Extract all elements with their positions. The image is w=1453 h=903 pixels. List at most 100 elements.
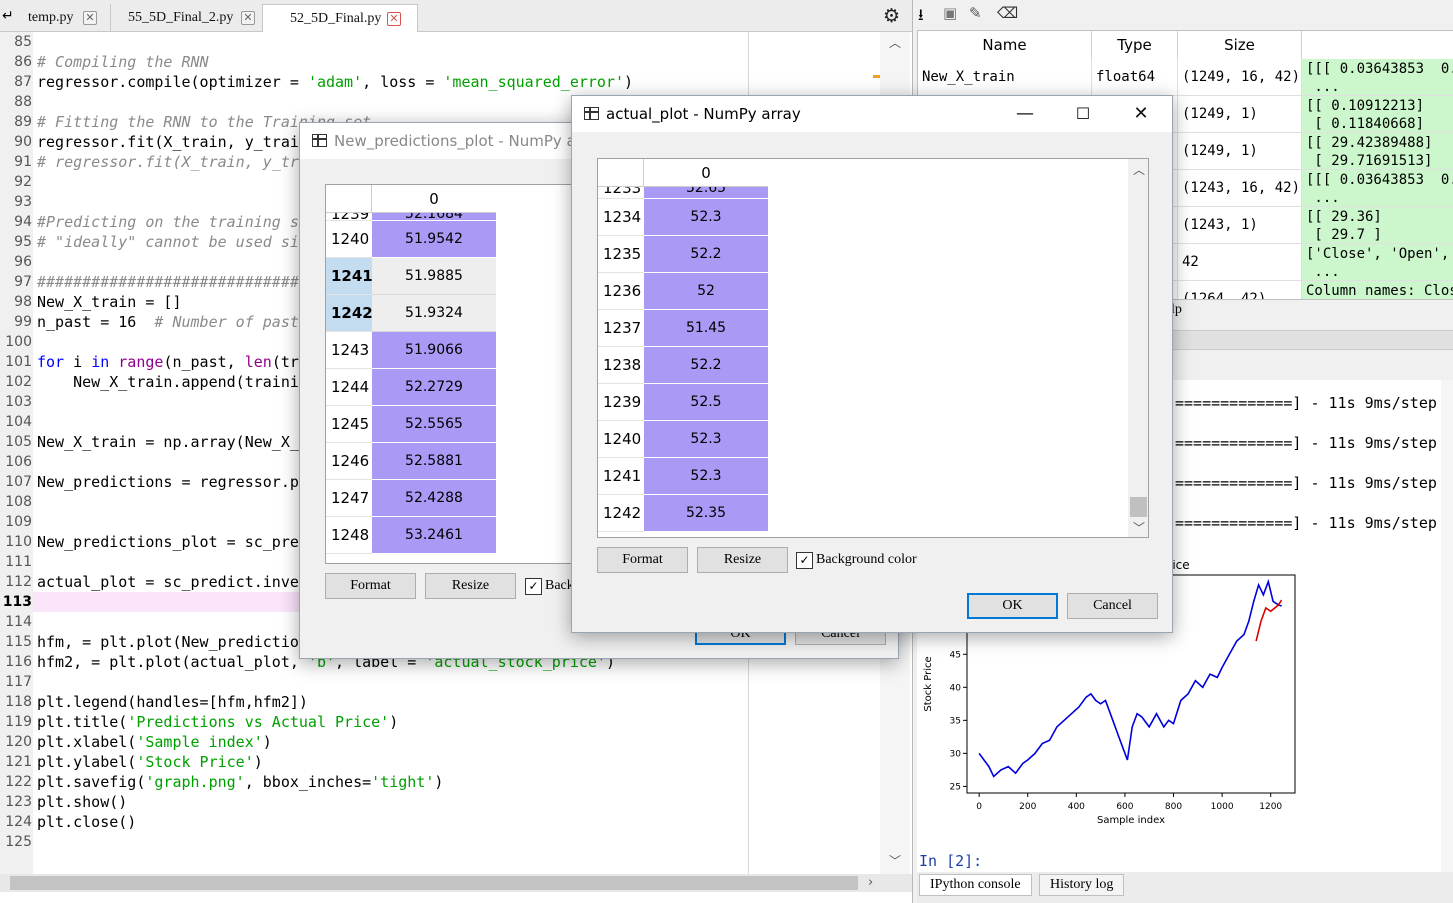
row-index[interactable]: 1247 [326, 480, 372, 517]
code-line[interactable]: hfm, = plt.plot(New_predictio [37, 632, 299, 652]
array-cell[interactable]: 52.5881 [372, 443, 496, 480]
array-cell[interactable]: 51.9066 [372, 332, 496, 369]
help-tab-fragment[interactable]: lp [1171, 302, 1182, 317]
eraser-icon[interactable]: ⌫ [997, 4, 1019, 22]
array-table[interactable]: 0 1233 52.65 1234 52.3 1235 52.2 1236 52 1237 51.… [597, 158, 1149, 538]
code-line[interactable]: plt.show() [37, 792, 127, 812]
scroll-down-icon[interactable]: ﹀ [1133, 521, 1146, 535]
array-cell[interactable]: 52.3 [644, 421, 768, 458]
row-index[interactable]: 1241 [598, 458, 644, 495]
row-index[interactable]: 1238 [598, 347, 644, 384]
tab-ipython-console[interactable]: IPython console [919, 874, 1032, 896]
row-index[interactable]: 1236 [598, 273, 644, 310]
code-line[interactable]: # regressor.fit(X_train, y_tr [37, 152, 299, 172]
row-index[interactable]: 1244 [326, 369, 372, 406]
tab-list-icon[interactable]: ↵ [2, 8, 14, 24]
array-cell[interactable]: 52.65 [644, 187, 768, 199]
array-cell[interactable]: 52.2729 [372, 369, 496, 406]
variable-type[interactable]: float64 [1092, 59, 1178, 96]
code-line[interactable]: n_past = 16 # Number of past [37, 312, 299, 332]
tab-52-5d-final[interactable]: 52_5D_Final.py ✕ [262, 4, 418, 32]
column-header[interactable]: 0 [644, 159, 768, 187]
code-line[interactable]: plt.savefig('graph.png', bbox_inches='ti… [37, 772, 443, 792]
row-index[interactable]: 1240 [598, 421, 644, 458]
code-line[interactable]: regressor.fit(X_train, y_train [37, 132, 308, 152]
row-index[interactable]: 1237 [598, 310, 644, 347]
code-line[interactable]: actual_plot = sc_predict.inve [37, 572, 299, 592]
save-data-icon[interactable]: ▣ [943, 4, 958, 22]
array-cell[interactable]: 51.45 [644, 310, 768, 347]
array-cell[interactable]: 51.9885 [372, 258, 496, 295]
import-data-icon[interactable]: ⭳ [918, 5, 924, 24]
close-icon[interactable]: ✕ [1133, 103, 1149, 124]
code-line[interactable]: New_X_train = np.array(New_X_t [37, 432, 308, 452]
array-cell[interactable]: 52.5 [644, 384, 768, 421]
code-line[interactable]: New_X_train = [] [37, 292, 182, 312]
ok-button[interactable]: OK [967, 593, 1058, 619]
console-scrollbar[interactable] [1441, 380, 1453, 872]
column-header[interactable]: 0 [372, 185, 496, 213]
array-cell[interactable]: 52.3 [644, 458, 768, 495]
row-index[interactable]: 1242 [598, 495, 644, 532]
variable-size[interactable]: (1249, 1) [1178, 96, 1302, 133]
variable-size[interactable]: (1249, 16, 42) [1178, 59, 1302, 96]
code-line[interactable]: for i in range(n_past, len(tra [37, 352, 308, 372]
code-line[interactable]: plt.close() [37, 812, 136, 832]
tab-temp-py[interactable]: temp.py ✕ [1, 4, 111, 32]
array-cell[interactable]: 52.3 [644, 199, 768, 236]
array-cell[interactable]: 51.9324 [372, 295, 496, 332]
scroll-thumb[interactable] [10, 876, 858, 890]
code-line[interactable]: plt.xlabel('Sample index') [37, 732, 272, 752]
variable-size[interactable]: (1243, 1) [1178, 207, 1302, 244]
format-button[interactable]: Format [325, 573, 416, 599]
row-index[interactable]: 1245 [326, 406, 372, 443]
variable-value[interactable]: [[ 29.36] [ 29.7 ] [1302, 207, 1453, 244]
code-line[interactable]: # "ideally" cannot be used si [37, 232, 299, 252]
array-cell[interactable]: 51.9542 [372, 221, 496, 258]
code-line[interactable]: ################################ [37, 272, 326, 292]
code-line[interactable]: plt.title('Predictions vs Actual Price') [37, 712, 398, 732]
scroll-down-icon[interactable]: ﹀ [889, 854, 902, 868]
code-line[interactable]: #Predicting on the training s [37, 212, 299, 232]
array-cell[interactable]: 52.1684 [372, 213, 496, 221]
column-header-size[interactable]: Size [1178, 31, 1302, 59]
variable-value[interactable]: [[ 29.42389488] [ 29.71691513] [1302, 133, 1453, 170]
code-line[interactable]: # Compiling the RNN [37, 52, 209, 72]
row-index[interactable]: 1240 [326, 221, 372, 258]
array-cell[interactable]: 52.35 [644, 495, 768, 532]
array-cell[interactable]: 52.4288 [372, 480, 496, 517]
array-cell[interactable]: 53.2461 [372, 517, 496, 554]
row-index[interactable]: 1239 [598, 384, 644, 421]
array-cell[interactable]: 52.2 [644, 347, 768, 384]
row-index[interactable]: 1246 [326, 443, 372, 480]
code-line[interactable]: New_predictions = regressor.p [37, 472, 299, 492]
row-index[interactable]: 1242 [326, 295, 372, 332]
column-header-name[interactable]: Name [918, 31, 1092, 59]
code-line[interactable]: New_X_train.append(traini [37, 372, 299, 392]
background-color-checkbox[interactable]: Back [525, 577, 574, 595]
row-index[interactable]: 1233 [598, 187, 644, 199]
row-index[interactable]: 1248 [326, 517, 372, 554]
code-line[interactable]: plt.ylabel('Stock Price') [37, 752, 263, 772]
close-icon[interactable]: ✕ [83, 11, 97, 25]
array-cell[interactable]: 52 [644, 273, 768, 310]
code-line[interactable]: New_predictions_plot = sc_pre [37, 532, 299, 552]
scroll-up-icon[interactable]: ︿ [889, 36, 902, 50]
variable-size[interactable]: (1243, 16, 42) [1178, 170, 1302, 207]
close-icon[interactable]: ✕ [387, 12, 401, 26]
variable-value[interactable]: [[[ 0.03643853 0.0 ... [1302, 170, 1453, 207]
code-line[interactable]: regressor.compile(optimizer = 'adam', lo… [37, 72, 633, 92]
minimize-icon[interactable]: — [1016, 103, 1034, 124]
format-button[interactable]: Format [597, 547, 688, 573]
variable-value[interactable]: [[ 0.10912213] [ 0.11840668] [1302, 96, 1453, 133]
tab-55-5d-final-2[interactable]: 55_5D_Final_2.py ✕ [101, 4, 267, 32]
close-icon[interactable]: ✕ [241, 11, 255, 25]
variable-size[interactable]: (1249, 1) [1178, 133, 1302, 170]
table-vertical-scrollbar[interactable]: ︿ ﹀ [1128, 159, 1148, 537]
tab-history-log[interactable]: History log [1039, 874, 1125, 896]
scroll-thumb[interactable] [1130, 497, 1147, 517]
variable-size[interactable]: 42 [1178, 244, 1302, 281]
gear-icon[interactable]: ⚙ [883, 5, 901, 27]
variable-value[interactable]: [[[ 0.03643853 0.0 ... [1302, 59, 1453, 96]
array-cell[interactable]: 52.2 [644, 236, 768, 273]
